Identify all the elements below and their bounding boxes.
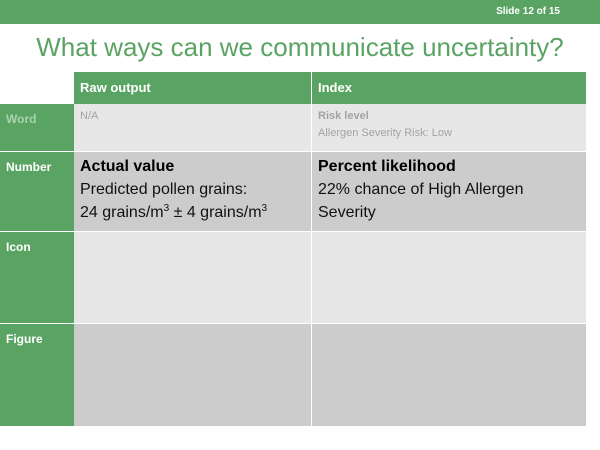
column-header-index: Index	[312, 72, 586, 104]
cell-figure-raw	[74, 324, 312, 426]
percent-likelihood-heading: Percent likelihood	[318, 158, 456, 175]
row-label-figure: Figure	[0, 324, 74, 426]
percent-likelihood-text: 22% chance of High Allergen Severity	[318, 181, 524, 221]
risk-level-text: Allergen Severity Risk: Low	[318, 127, 452, 139]
column-header-raw-output: Raw output	[74, 72, 312, 104]
cell-word-index: Risk level Allergen Severity Risk: Low	[312, 104, 586, 152]
risk-level-heading: Risk level	[318, 110, 369, 122]
slide-title: What ways can we communicate uncertainty…	[36, 32, 564, 62]
slide-number: Slide 12 of 15	[496, 6, 560, 17]
row-label-word: Word	[0, 104, 74, 152]
pollen-exponent: 3	[163, 203, 170, 214]
cell-number-raw: Actual value Predicted pollen grains: 24…	[74, 152, 312, 232]
predicted-pollen-line1: Predicted pollen grains:	[80, 181, 248, 198]
row-label-icon: Icon	[0, 232, 74, 324]
uncertainty-table: Raw output Index Word N/A Risk level All…	[0, 72, 586, 426]
pollen-uncertainty-exponent: 3	[261, 203, 268, 214]
cell-figure-index	[312, 324, 586, 426]
cell-word-raw: N/A	[74, 104, 312, 152]
cell-word-raw-text: N/A	[80, 110, 99, 122]
cell-number-index: Percent likelihood 22% chance of High Al…	[312, 152, 586, 232]
pollen-uncertainty: ± 4 grains/m	[169, 204, 262, 221]
row-label-number: Number	[0, 152, 74, 232]
pollen-value: 24 grains/m	[80, 204, 164, 221]
predicted-pollen-line2: 24 grains/m3 ± 4 grains/m3	[80, 201, 305, 224]
cell-icon-index	[312, 232, 586, 324]
cell-icon-raw	[74, 232, 312, 324]
top-bar: Slide 12 of 15	[0, 0, 600, 24]
actual-value-heading: Actual value	[80, 158, 175, 175]
